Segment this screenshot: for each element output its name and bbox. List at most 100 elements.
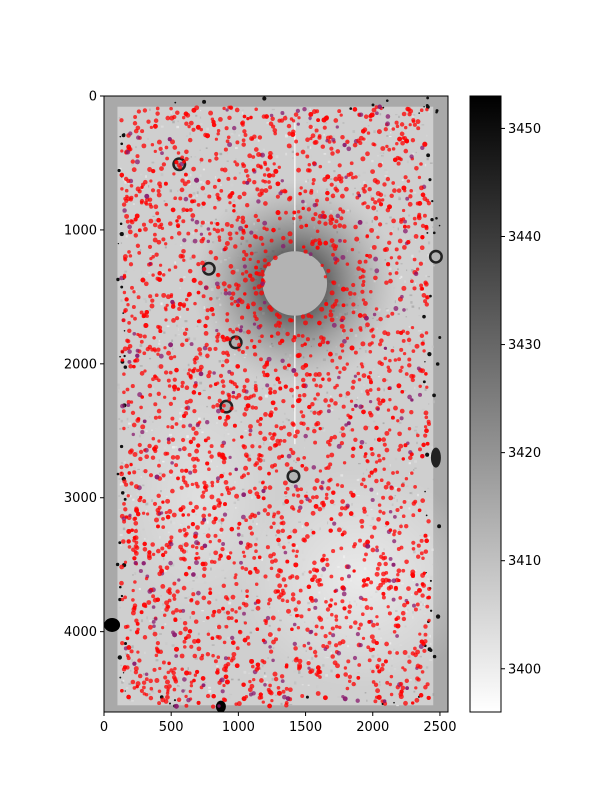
source-marker [181,446,187,452]
source-marker [371,334,376,339]
source-marker [133,670,139,675]
noise-speck [337,696,340,698]
source-marker [347,674,353,679]
noise-speck [255,167,257,171]
source-marker [211,404,216,409]
noise-speck [127,182,129,185]
source-marker [341,209,346,214]
source-marker [269,113,274,118]
source-marker [201,201,206,206]
noise-speck [161,609,164,612]
source-marker [419,185,424,191]
source-marker [267,471,271,476]
source-marker [120,597,125,602]
source-marker [307,607,311,612]
source-marker [410,279,414,284]
source-marker [165,303,169,307]
source-marker [351,446,356,451]
source-marker [341,366,347,371]
source-marker [170,235,174,240]
noise-speck [148,309,151,312]
noise-speck [145,275,148,277]
noise-speck [386,135,389,137]
noise-speck [283,412,286,415]
source-marker [331,243,336,248]
source-marker [220,443,225,448]
source-marker [291,549,295,553]
noise-speck [175,669,177,673]
source-marker [137,658,142,663]
source-marker [194,600,200,606]
source-marker [175,219,179,223]
source-marker [158,329,163,334]
source-marker [179,485,184,490]
source-marker [168,560,173,566]
source-marker [248,273,253,278]
source-marker [207,396,212,400]
source-marker [349,161,354,166]
source-marker [170,416,175,421]
source-marker [314,494,319,500]
noise-speck [223,611,226,614]
source-marker [194,556,198,561]
source-marker [194,448,200,454]
source-marker [134,618,139,623]
source-marker [198,280,203,286]
noise-speck [118,386,120,390]
source-marker [411,349,416,353]
source-marker [206,239,211,244]
noise-speck [325,465,327,468]
source-marker [360,341,366,347]
noise-speck [274,694,278,697]
source-marker [305,137,310,142]
source-marker [170,610,176,615]
source-marker [158,353,164,359]
source-marker [172,687,177,692]
source-marker [123,196,127,201]
source-marker [134,159,140,165]
source-marker [376,516,381,522]
source-marker [321,566,327,572]
source-marker [170,455,176,460]
source-marker [307,162,312,167]
source-marker [172,377,177,382]
source-marker [243,168,249,174]
source-marker [375,666,380,670]
noise-speck [421,339,425,343]
source-marker [364,315,369,321]
source-marker [199,232,204,236]
source-marker [391,562,396,567]
noise-speck [428,453,432,457]
source-marker [194,545,199,550]
source-marker [189,342,194,347]
noise-speck [402,375,406,377]
noise-speck [423,414,426,417]
source-marker [259,678,264,683]
source-marker [241,191,247,197]
source-marker [426,519,431,524]
source-marker [317,506,323,512]
source-marker [273,168,279,174]
source-marker [247,570,253,575]
source-marker [178,165,183,170]
source-marker [221,350,226,356]
source-marker [245,203,250,208]
source-marker [384,571,389,575]
source-marker [301,206,305,211]
source-marker [205,461,210,466]
source-marker [362,506,367,511]
source-marker [139,200,144,205]
star [173,699,177,702]
source-marker [164,684,169,689]
source-marker [255,605,261,611]
source-marker [249,658,255,664]
source-marker [356,371,361,376]
source-marker [407,659,412,664]
source-marker [323,115,329,121]
source-marker [317,342,323,347]
source-marker [381,551,385,556]
source-marker [256,152,262,157]
source-marker [363,425,369,431]
source-marker [195,525,200,530]
source-marker [300,149,306,155]
